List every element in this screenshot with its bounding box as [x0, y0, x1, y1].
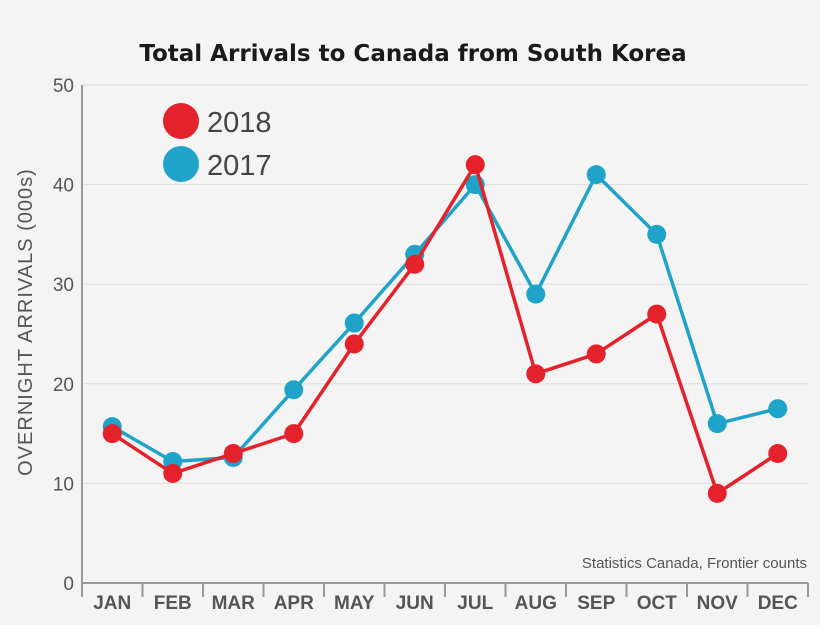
data-point-2017-aug	[526, 284, 546, 304]
data-point-2018-jul	[465, 155, 485, 175]
y-tick-label-40: 40	[53, 176, 74, 197]
x-tick-label-oct: OCT	[637, 593, 678, 614]
y-tick-label-0: 0	[63, 574, 74, 595]
x-tick-label-sep: SEP	[577, 593, 615, 614]
data-point-2017-dec	[768, 399, 788, 419]
series-line-2018	[111, 162, 779, 496]
data-point-2018-aug	[526, 364, 546, 384]
x-tick-label-may: MAY	[334, 593, 375, 614]
source-note: Statistics Canada, Frontier counts	[582, 555, 807, 572]
data-point-2018-jan	[102, 424, 122, 444]
data-point-2018-feb	[163, 463, 183, 483]
legend-marker-2017	[163, 146, 199, 182]
y-tick-label-20: 20	[53, 375, 74, 396]
legend-label-2018: 2018	[207, 107, 272, 139]
data-point-2018-dec	[768, 444, 788, 464]
data-point-2017-nov	[707, 414, 727, 434]
chart-title: Total Arrivals to Canada from South Kore…	[139, 41, 686, 67]
data-point-2018-oct	[647, 304, 667, 324]
x-tick-label-apr: APR	[274, 593, 314, 614]
data-point-2017-may	[344, 313, 364, 333]
x-tick-label-jan: JAN	[93, 593, 131, 614]
series	[102, 155, 788, 503]
x-tick-label-jun: JUN	[396, 593, 434, 614]
data-point-2018-nov	[707, 483, 727, 503]
x-tick-label-nov: NOV	[697, 593, 739, 614]
y-tick-label-30: 30	[53, 275, 74, 296]
x-tick-label-mar: MAR	[212, 593, 256, 614]
x-tick-label-jul: JUL	[457, 593, 493, 614]
legend-marker-2018	[163, 103, 199, 139]
x-tick-label-dec: DEC	[758, 593, 798, 614]
gridlines	[82, 84, 808, 484]
y-tick-label-10: 10	[53, 474, 74, 495]
data-point-2017-oct	[647, 224, 667, 244]
data-point-2018-mar	[223, 444, 243, 464]
x-tick-label-feb: FEB	[154, 593, 192, 614]
data-point-2017-apr	[284, 380, 304, 400]
data-point-2018-sep	[586, 344, 606, 364]
legend-label-2017: 2017	[207, 150, 272, 182]
data-point-2018-apr	[284, 424, 304, 444]
data-point-2018-may	[344, 334, 364, 354]
axes: 0 10 20 30 40 50 JAN FEB MAR APR MAY JUN JUL AUG SEP OC…	[53, 76, 809, 614]
legend: 2018 2017	[163, 103, 272, 182]
data-point-2017-sep	[586, 165, 606, 185]
x-tick-label-aug: AUG	[515, 593, 557, 614]
data-point-2018-jun	[405, 254, 425, 274]
y-axis-label: OVERNIGHT ARRIVALS (000s)	[15, 168, 37, 476]
y-tick-label-50: 50	[53, 76, 74, 97]
